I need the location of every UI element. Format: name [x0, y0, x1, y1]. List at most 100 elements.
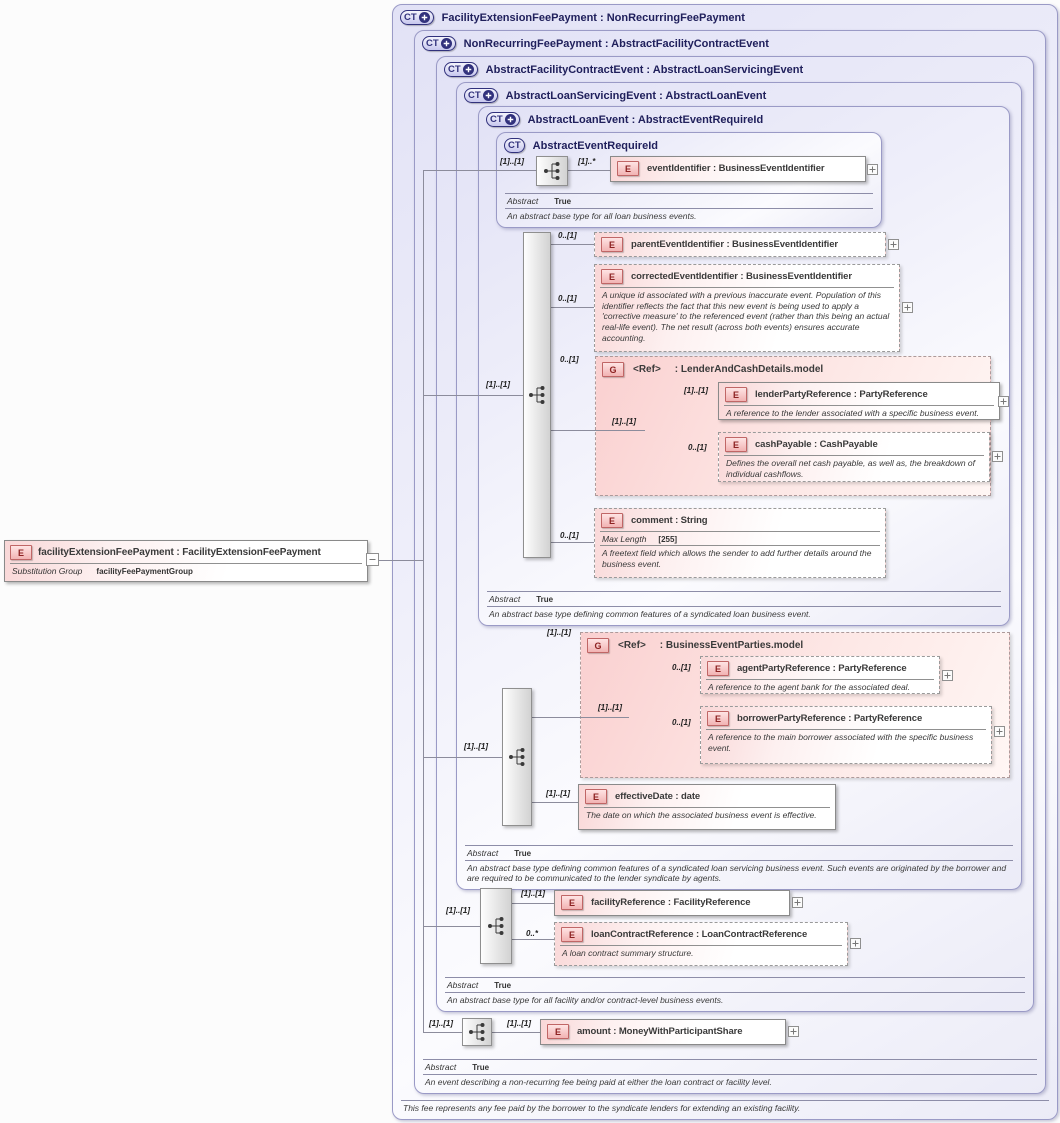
element-annotation: A reference to the lender associated wit… [724, 405, 994, 422]
cardinality-label: 0..[1] [558, 231, 577, 240]
collapse-icon[interactable] [366, 553, 379, 566]
connector-line [423, 1032, 462, 1033]
element-badge: E [707, 711, 729, 726]
connector-line [595, 430, 645, 431]
connector-line [423, 170, 424, 1032]
element-badge: E [617, 161, 639, 176]
expand-icon[interactable] [788, 1026, 799, 1037]
element-annotation: A unique id associated with a previous i… [600, 287, 894, 346]
complex-type-badge: CT [400, 10, 434, 25]
type-meta: Abstract True An abstract base type defin… [487, 590, 1001, 621]
group-badge: G [587, 638, 609, 653]
type-title: FacilityExtensionFeePayment : NonRecurri… [441, 11, 745, 24]
abstract-label: Abstract [467, 847, 499, 858]
element-annotation: A freetext field which allows the sender… [600, 545, 880, 572]
sequence-compositor[interactable] [536, 156, 568, 186]
element-annotation: A loan contract summary structure. [560, 945, 842, 962]
element-label: borrowerPartyReference : PartyReference [737, 713, 923, 724]
expand-icon[interactable] [792, 897, 803, 908]
cardinality-label: [1]..[1] [684, 386, 708, 395]
extension-plus-icon [462, 64, 474, 75]
abstract-label: Abstract [507, 196, 539, 207]
element-badge: E [585, 789, 607, 804]
cardinality-label: 0..* [526, 929, 539, 938]
cardinality-label: 0..[1] [560, 355, 579, 364]
facet-value: [255] [658, 535, 678, 544]
connector-line [423, 757, 502, 758]
facet-label: Max Length [602, 534, 647, 544]
expand-icon[interactable] [867, 164, 878, 175]
sequence-compositor[interactable] [480, 888, 512, 964]
element-facilityExtensionFeePayment[interactable]: E facilityExtensionFeePayment : Facility… [4, 540, 368, 582]
type-annotation: An abstract base type defining common fe… [467, 862, 1007, 884]
extension-plus-icon [418, 12, 430, 23]
abstract-value: True [472, 1063, 490, 1073]
complex-type-badge: CT [464, 88, 498, 103]
element-badge: E [547, 1024, 569, 1039]
connector-line [532, 802, 578, 803]
element-label: comment : String [631, 515, 708, 526]
connector-line [580, 717, 629, 718]
connector-line [551, 307, 594, 308]
expand-icon[interactable] [850, 938, 861, 949]
type-annotation: This fee represents any fee paid by the … [403, 1103, 801, 1114]
sequence-compositor[interactable] [523, 232, 551, 558]
sequence-compositor[interactable] [462, 1018, 492, 1046]
element-label: eventIdentifier : BusinessEventIdentifie… [647, 163, 825, 174]
type-meta: Abstract True An abstract base type for a… [505, 192, 873, 223]
cardinality-label: [1]..[1] [521, 889, 545, 898]
cardinality-label: [1]..[1] [429, 1019, 453, 1028]
cardinality-label: 0..[1] [688, 443, 707, 452]
type-annotation: An abstract base type for all loan busin… [507, 211, 697, 222]
abstract-label: Abstract [489, 594, 521, 605]
group-type-label: : BusinessEventParties.model [659, 640, 804, 651]
type-title: AbstractLoanEvent : AbstractEventRequire… [527, 113, 764, 126]
expand-icon[interactable] [888, 239, 899, 250]
element-badge: E [707, 661, 729, 676]
expand-icon[interactable] [942, 670, 953, 681]
cardinality-label: [1]..[1] [612, 417, 636, 426]
connector-line [379, 560, 423, 561]
element-badge: E [725, 387, 747, 402]
substitution-group-label: Substitution Group [12, 566, 83, 576]
connector-line [551, 244, 594, 245]
cardinality-label: [1]..[1] [598, 703, 622, 712]
element-annotation: A reference to the main borrower associa… [706, 729, 986, 756]
connector-line [423, 395, 523, 396]
cardinality-label: 0..[1] [672, 718, 691, 727]
element-label: lenderPartyReference : PartyReference [755, 389, 928, 400]
abstract-label: Abstract [447, 980, 479, 991]
expand-icon[interactable] [998, 396, 1009, 407]
complex-type-badge: CT [504, 138, 525, 153]
element-label: cashPayable : CashPayable [755, 439, 878, 450]
type-meta: Abstract True An abstract base type defin… [465, 844, 1013, 885]
expand-icon[interactable] [994, 726, 1005, 737]
sequence-compositor[interactable] [502, 688, 532, 826]
type-title: NonRecurringFeePayment : AbstractFacilit… [463, 37, 769, 50]
type-annotation: An event describing a non-recurring fee … [425, 1077, 772, 1088]
connector-line [423, 170, 536, 171]
cardinality-label: 0..[1] [558, 294, 577, 303]
connector-line [512, 939, 554, 940]
element-badge: E [725, 437, 747, 452]
element-annotation: The date on which the associated busines… [584, 807, 830, 824]
element-label: facilityExtensionFeePayment : FacilityEx… [38, 547, 321, 558]
element-label: facilityReference : FacilityReference [591, 897, 751, 908]
expand-icon[interactable] [992, 451, 1003, 462]
complex-type-badge: CT [422, 36, 456, 51]
expand-icon[interactable] [902, 302, 913, 313]
abstract-value: True [536, 595, 554, 605]
